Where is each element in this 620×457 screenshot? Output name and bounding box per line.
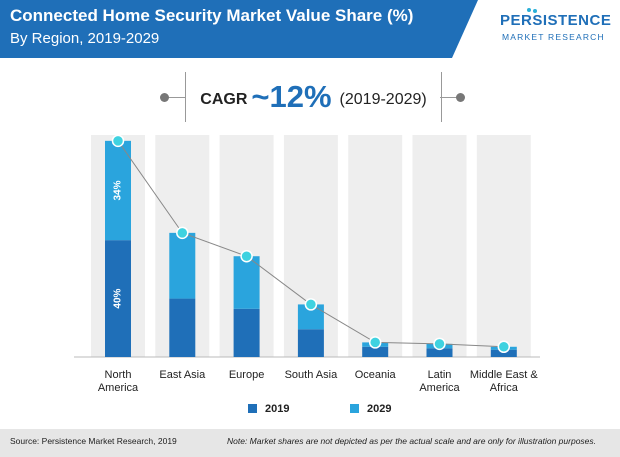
category-panel xyxy=(476,135,531,357)
legend-swatch-2019 xyxy=(248,404,257,413)
bar-2029 xyxy=(169,232,196,299)
logo-dot-icon xyxy=(533,9,537,13)
category-label: North America xyxy=(98,369,139,394)
category-label: South Asia xyxy=(285,369,338,381)
category-label: Middle East & Africa xyxy=(470,369,539,394)
category-label: Oceania xyxy=(355,369,397,381)
bar-2019 xyxy=(105,240,131,357)
data-point-marker xyxy=(497,340,511,354)
bar-2019 xyxy=(362,346,389,357)
bar-2029 xyxy=(233,256,260,309)
logo-dot-icon xyxy=(527,8,531,12)
data-point-marker xyxy=(240,249,253,263)
bar-2019 xyxy=(169,298,196,357)
logo-line1: PERSISTENCE xyxy=(500,12,612,29)
cagr-value: ~12% xyxy=(251,79,332,114)
cagr-period: (2019-2029) xyxy=(339,91,427,108)
legend-label-2029: 2029 xyxy=(367,403,391,415)
data-point-marker xyxy=(368,336,382,349)
cagr-left-connector xyxy=(165,97,185,98)
source-text: Source: Persistence Market Research, 201… xyxy=(10,436,177,446)
bar-2019 xyxy=(490,349,517,357)
category-panel xyxy=(348,135,403,357)
data-point-marker xyxy=(176,226,189,240)
bar-2019 xyxy=(426,348,453,357)
data-point-marker xyxy=(111,134,125,148)
footer-bar: Source: Persistence Market Research, 201… xyxy=(0,429,620,457)
logo-line2: MARKET RESEARCH xyxy=(502,32,605,42)
category-label: Latin America xyxy=(419,369,460,394)
cagr-right-dot xyxy=(456,93,465,102)
company-logo: PERSISTENCE MARKET RESEARCH xyxy=(500,8,612,48)
chart-subtitle: By Region, 2019-2029 xyxy=(10,30,160,47)
bar-2019 xyxy=(297,329,324,357)
cagr-callout: CAGR ~12% (2019-2029) xyxy=(185,72,442,122)
data-point-marker xyxy=(433,337,446,351)
cagr-right-connector xyxy=(440,97,460,98)
header-banner: Connected Home Security Market Value Sha… xyxy=(0,0,478,58)
legend-label-2019: 2019 xyxy=(265,403,289,415)
bar-2029 xyxy=(105,140,131,241)
bar-2019 xyxy=(233,308,260,357)
chart-title: Connected Home Security Market Value Sha… xyxy=(10,6,414,25)
cagr-left-dot xyxy=(160,93,169,102)
legend-swatch-2029 xyxy=(350,404,359,413)
category-label: Europe xyxy=(229,369,264,381)
category-panel xyxy=(412,135,467,357)
note-text: Note: Market shares are not depicted as … xyxy=(227,436,597,446)
category-label: East Asia xyxy=(159,369,206,381)
data-label: 34% xyxy=(113,180,124,200)
data-point-marker xyxy=(304,298,318,311)
cagr-label: CAGR xyxy=(200,91,248,108)
data-label: 40% xyxy=(113,288,124,308)
